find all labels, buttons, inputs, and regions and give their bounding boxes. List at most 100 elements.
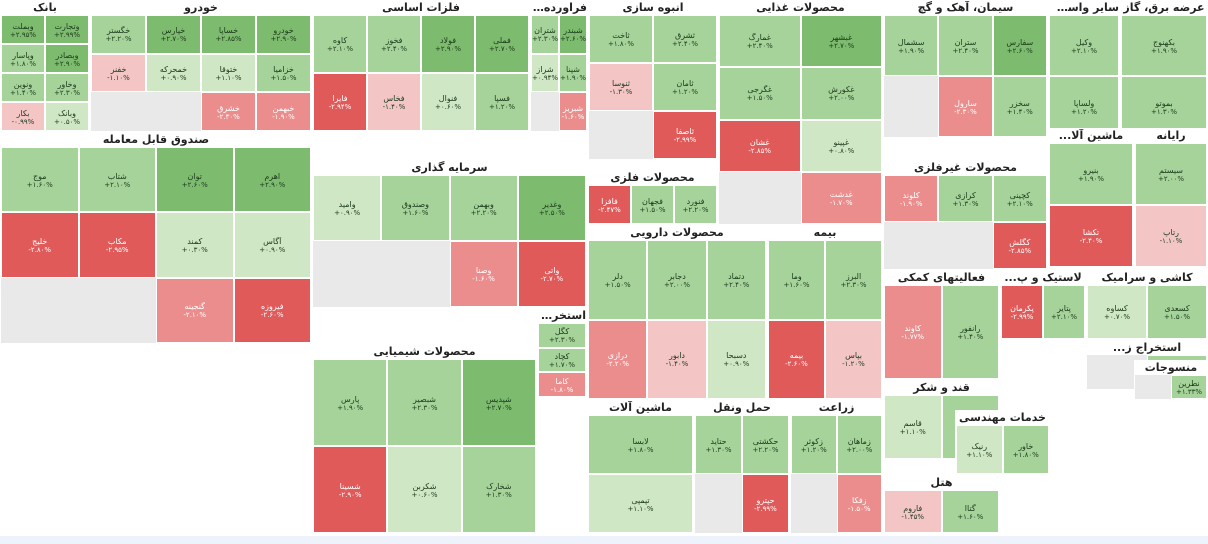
stock-tile[interactable]: حکشتی +۲.۲۰% — [742, 415, 789, 474]
sector-1[interactable]: خودرو خودرو +۲.۹۰% خساپا +۲.۸۵% خپارس +۲.۷۰% خگ… — [90, 0, 312, 132]
stock-tile[interactable]: فنوال +۰.۶۰% — [421, 73, 475, 131]
stock-tile[interactable]: وخاور +۲.۳۰% — [45, 73, 89, 102]
stock-tile[interactable]: فجهان +۱.۵۰% — [631, 185, 674, 224]
stock-tile[interactable]: خگستر +۲.۲۰% — [91, 15, 146, 54]
stock-tile[interactable]: ثامان +۱.۲۰% — [653, 63, 717, 111]
stock-tile[interactable]: فملی +۲.۷۰% — [475, 15, 529, 73]
sector-22[interactable]: لاستیک و پ... پتایر +۲.۱۰% پکرمان -۲.۹۹% — [1000, 270, 1086, 340]
stock-tile[interactable]: گتاا +۱.۶۰% — [941, 490, 999, 533]
stock-tile[interactable]: شتران +۲.۳۰% — [531, 15, 559, 54]
stock-tile[interactable]: بکهنوج +۱.۹۰% — [1121, 15, 1207, 76]
stock-tile[interactable]: کمند +۰.۳۰% — [156, 212, 234, 278]
stock-tile[interactable]: تپمپی +۱.۱۰% — [588, 474, 693, 533]
stock-tile[interactable]: خلیج -۲.۸۰% — [1, 212, 79, 278]
stock-tile[interactable]: کرازی +۱.۳۰% — [938, 175, 993, 222]
stock-tile[interactable]: وغدیر +۲.۵۰% — [517, 175, 586, 241]
stock-tile[interactable]: ستران +۲.۴۰% — [938, 15, 993, 76]
sector-21[interactable]: زراعت زماهان +۲.۰۰% زکوثر +۱.۲۰% زفکا -۱.۵۰% — [790, 400, 883, 534]
stock-tile[interactable]: خودرو +۲.۹۰% — [256, 15, 311, 54]
stock-tile[interactable]: وبملت +۲.۹۵% — [1, 15, 45, 44]
stock-tile[interactable]: شخارک +۱.۳۰% — [461, 446, 536, 533]
stock-tile[interactable]: زکوثر +۱.۲۰% — [791, 415, 837, 474]
stock-tile[interactable]: فولاد +۲.۹۰% — [421, 15, 475, 73]
sector-11[interactable]: محصولات فلزی فنورد +۲.۲۰% فجهان +۱.۵۰% فافزا -… — [587, 170, 718, 225]
sector-20[interactable]: حمل ونقل حکشتی +۲.۲۰% حتاید +۱.۳۰% حپترو -۲.۹۹… — [694, 400, 790, 534]
sector-4[interactable]: انبوه سازی ثشرق +۲.۴۰% ثاخت +۱.۸۰% ثامان +۱.۲۰… — [588, 0, 718, 160]
stock-tile[interactable]: قاسم +۱.۱۰% — [884, 395, 942, 459]
stock-tile[interactable]: اهرم +۲.۹۰% — [233, 147, 311, 213]
sector-24[interactable]: کاشی و سرامیک کسعدی +۱.۵۰% کساوه +۰.۷۰% — [1086, 270, 1208, 340]
stock-tile[interactable]: وصنا -۱.۶۰% — [449, 241, 518, 307]
stock-tile[interactable]: شتاب +۲.۱۰% — [78, 147, 156, 213]
stock-tile[interactable]: غگرجی +۱.۵۰% — [719, 67, 801, 120]
stock-tile[interactable]: شپنا +۱.۹۰% — [559, 53, 587, 93]
stock-tile[interactable]: کاوند -۱.۷۷% — [884, 285, 942, 379]
stock-tile[interactable]: خپارس +۲.۷۰% — [146, 15, 201, 54]
stock-tile[interactable]: وتجارت +۲.۹۹% — [45, 15, 89, 44]
stock-tile[interactable]: شراز +۰.۹۴% — [531, 53, 559, 93]
stock-tile[interactable]: خشرق -۲.۳۰% — [201, 92, 256, 131]
stock-tile[interactable]: کاوه +۲.۱۰% — [313, 15, 367, 73]
stock-tile[interactable]: کچاد +۱.۷۰% — [538, 347, 586, 373]
stock-tile[interactable]: خبهمن -۱.۹۰% — [256, 92, 311, 131]
stock-tile[interactable]: فسپا +۱.۲۰% — [475, 73, 529, 131]
stock-tile[interactable]: شپدیس +۲.۷۰% — [461, 359, 536, 446]
stock-tile[interactable]: وامید +۰.۹۰% — [313, 175, 382, 241]
stock-tile[interactable]: واتی -۲.۷۰% — [517, 241, 586, 307]
stock-tile[interactable]: ختوقا +۱.۱۰% — [201, 53, 256, 93]
stock-tile[interactable]: کساوه +۰.۷۰% — [1087, 285, 1147, 339]
stock-tile[interactable]: ولساپا +۱.۲۰% — [1049, 76, 1119, 137]
stock-tile[interactable]: شبندر +۲.۶۰% — [559, 15, 587, 54]
stock-tile[interactable]: لابسا +۱.۸۰% — [588, 415, 693, 474]
stock-tile[interactable]: بیمه -۲.۶۰% — [768, 319, 825, 399]
stock-tile[interactable]: تکشا -۲.۴۰% — [1049, 205, 1133, 267]
stock-tile[interactable]: رتاپ -۱.۱۰% — [1135, 205, 1207, 267]
sector-14[interactable]: محصولات غیرفلزی کچینی +۲.۱۰% کرازی +۱.۳۰% کلو… — [883, 160, 1048, 270]
stock-tile[interactable]: مکاب -۲.۹۵% — [78, 212, 156, 278]
sector-10[interactable]: سرمایه گذاری وغدیر +۲.۵۰% وبهمن +۲.۲۰% وصندوق… — [312, 160, 587, 308]
stock-tile[interactable]: آگاس +۰.۹۰% — [233, 212, 311, 278]
sector-8[interactable]: عرضه برق، گاز بکهنوج +۱.۹۰% بموتو +۱.۳۰% — [1120, 0, 1208, 138]
stock-tile[interactable]: خساپا +۲.۸۵% — [201, 15, 256, 54]
stock-tile[interactable]: غپینو +۰.۸۰% — [800, 119, 882, 172]
sector-27[interactable]: هتل گتاا +۱.۶۰% فاروم -۱.۴۵% — [883, 475, 1000, 534]
stock-tile[interactable]: فایرا -۲.۹۴% — [313, 73, 367, 131]
stock-tile[interactable]: وصندوق +۱.۶۰% — [381, 175, 450, 241]
stock-tile[interactable]: سارول -۲.۳۰% — [938, 76, 993, 137]
sector-3[interactable]: فراورده ها...شبندر+۲.۶۰%شتران+۲.۳۰%شپنا+… — [530, 0, 588, 132]
stock-tile[interactable]: کگلش -۲.۸۵% — [992, 222, 1047, 269]
stock-tile[interactable]: ثشرق +۲.۴۰% — [653, 15, 717, 63]
stock-tile[interactable]: سشمال +۱.۹۰% — [884, 15, 939, 76]
stock-tile[interactable]: شبریز -۱.۶۰% — [559, 92, 587, 131]
sector-19[interactable]: ماشین آلات لابسا +۱.۸۰% تپمپی +۱.۱۰% — [587, 400, 694, 534]
stock-tile[interactable]: سفارس +۲.۶۰% — [992, 15, 1047, 76]
sector-7[interactable]: سایر واسطه ...وکیل+۲.۱۰%ولساپا+۱.۲۰% — [1048, 0, 1120, 138]
stock-tile[interactable]: غدشت -۱.۷۰% — [800, 171, 882, 224]
stock-tile[interactable]: نطرین +۱.۳۳% — [1171, 375, 1207, 399]
sector-6[interactable]: سیمان، آهک و گچ سفارس +۲.۶۰% ستران +۲.۴۰% سشم… — [883, 0, 1048, 138]
stock-tile[interactable]: وما +۱.۶۰% — [768, 240, 825, 320]
sector-15[interactable]: رایانه سیستم +۲.۰۰% رتاپ -۱.۱۰% — [1134, 128, 1208, 268]
stock-tile[interactable]: ثاصفا -۲.۹۹% — [653, 111, 717, 159]
stock-tile[interactable]: بنیرو +۱.۹۰% — [1049, 143, 1133, 205]
stock-tile[interactable]: گنجینه -۲.۱۰% — [156, 277, 234, 343]
sector-2[interactable]: فلزات اساسی فملی +۲.۷۰% فولاد +۲.۹۰% فخوز +۲.۴… — [312, 0, 530, 132]
stock-tile[interactable]: فاروم -۱.۴۵% — [884, 490, 942, 533]
stock-tile[interactable]: دابور -۱.۴۰% — [647, 319, 707, 399]
stock-tile[interactable]: غشان -۲.۸۵% — [719, 119, 801, 172]
stock-tile[interactable]: کاما -۱.۸۰% — [538, 372, 586, 397]
sector-16[interactable]: ماشین آلا... بنیرو +۱.۹۰% تکشا -۲.۴۰% — [1048, 128, 1134, 268]
stock-tile[interactable]: بکار -۰.۹۹% — [1, 102, 45, 131]
sector-18[interactable]: محصولات شیمیایی شپدیس +۲.۷۰% شبصیر +۲.۳۰% پار… — [312, 344, 537, 534]
stock-tile[interactable]: رنیک +۱.۱۰% — [956, 425, 1003, 474]
stock-tile[interactable]: حتاید +۱.۳۰% — [695, 415, 742, 474]
sector-26[interactable]: خدمات مهندسی خاور +۱.۸۰% رنیک +۱.۱۰% — [955, 410, 1050, 475]
stock-tile[interactable]: شسینا -۲.۹۰% — [313, 446, 388, 533]
stock-tile[interactable]: سیستم +۲.۰۰% — [1135, 143, 1207, 205]
stock-tile[interactable]: البرز +۲.۳۰% — [825, 240, 882, 320]
stock-tile[interactable]: فخوز +۲.۴۰% — [367, 15, 421, 73]
stock-tile[interactable]: رانفور +۱.۴۰% — [941, 285, 999, 379]
sector-13[interactable]: بیمه البرز +۲.۳۰% وما +۱.۶۰% بپاس -۱.۲۰% بیمه -۲… — [767, 225, 883, 400]
stock-tile[interactable]: وبصادر +۲.۹۰% — [45, 44, 89, 73]
stock-tile[interactable]: دجابر +۲.۰۰% — [647, 240, 707, 320]
